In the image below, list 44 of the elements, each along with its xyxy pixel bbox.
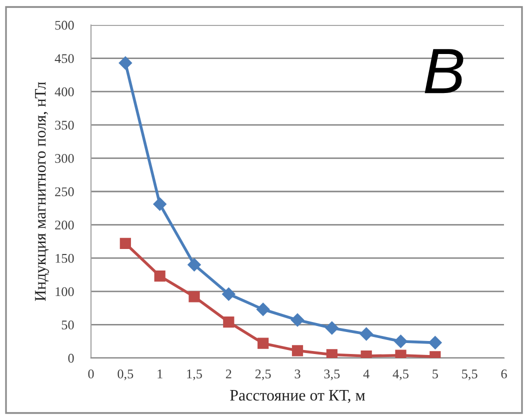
x-tick-label: 5,5 [462,370,478,380]
y-tick-label: 500 [55,20,74,30]
y-tick-label: 50 [62,320,74,330]
x-tick-label: 4 [363,370,370,378]
point [153,198,166,211]
x-tick-label: 2 [226,370,232,378]
y-axis-title: Индукция магнитного поля, нТл [35,82,49,301]
y-tick-label: 100 [56,287,74,296]
point [188,291,200,302]
point [256,302,270,316]
y-tick-label: 150 [56,254,74,263]
point [118,56,132,70]
y-tick-label: 350 [55,120,74,130]
point [325,321,339,335]
y-tick-label: 300 [55,154,74,163]
point [120,238,131,250]
point [394,334,408,348]
x-tick-label: 3 [294,370,300,378]
x-axis-title: Расстояние от КТ, м [230,390,366,403]
x-tick-label: 1,5 [187,370,202,380]
x-tick-label: 1 [158,370,162,378]
x-tick-label: 5 [432,370,438,378]
point [258,338,269,349]
point [290,313,304,327]
x-tick-label: 0 [88,369,94,378]
y-tick-label: 250 [55,187,74,196]
point [188,258,201,272]
y-tick-label: 450 [54,54,74,64]
x-tick-label: 6 [501,370,507,378]
x-tick-label: 0,5 [118,369,134,380]
point [222,287,236,301]
point [292,345,304,356]
point [154,270,166,282]
x-tick-label: 4,5 [392,370,408,380]
y-tick-label: 200 [55,220,74,230]
y-tick-label: 0 [68,354,74,363]
annotation: B [424,49,464,94]
x-tick-label: 3,5 [324,370,340,380]
point [360,327,373,341]
y-tick-label: 400 [54,87,74,96]
x-tick-label: 2,5 [255,370,271,380]
point [428,336,442,350]
point [326,349,338,358]
point [223,316,234,328]
